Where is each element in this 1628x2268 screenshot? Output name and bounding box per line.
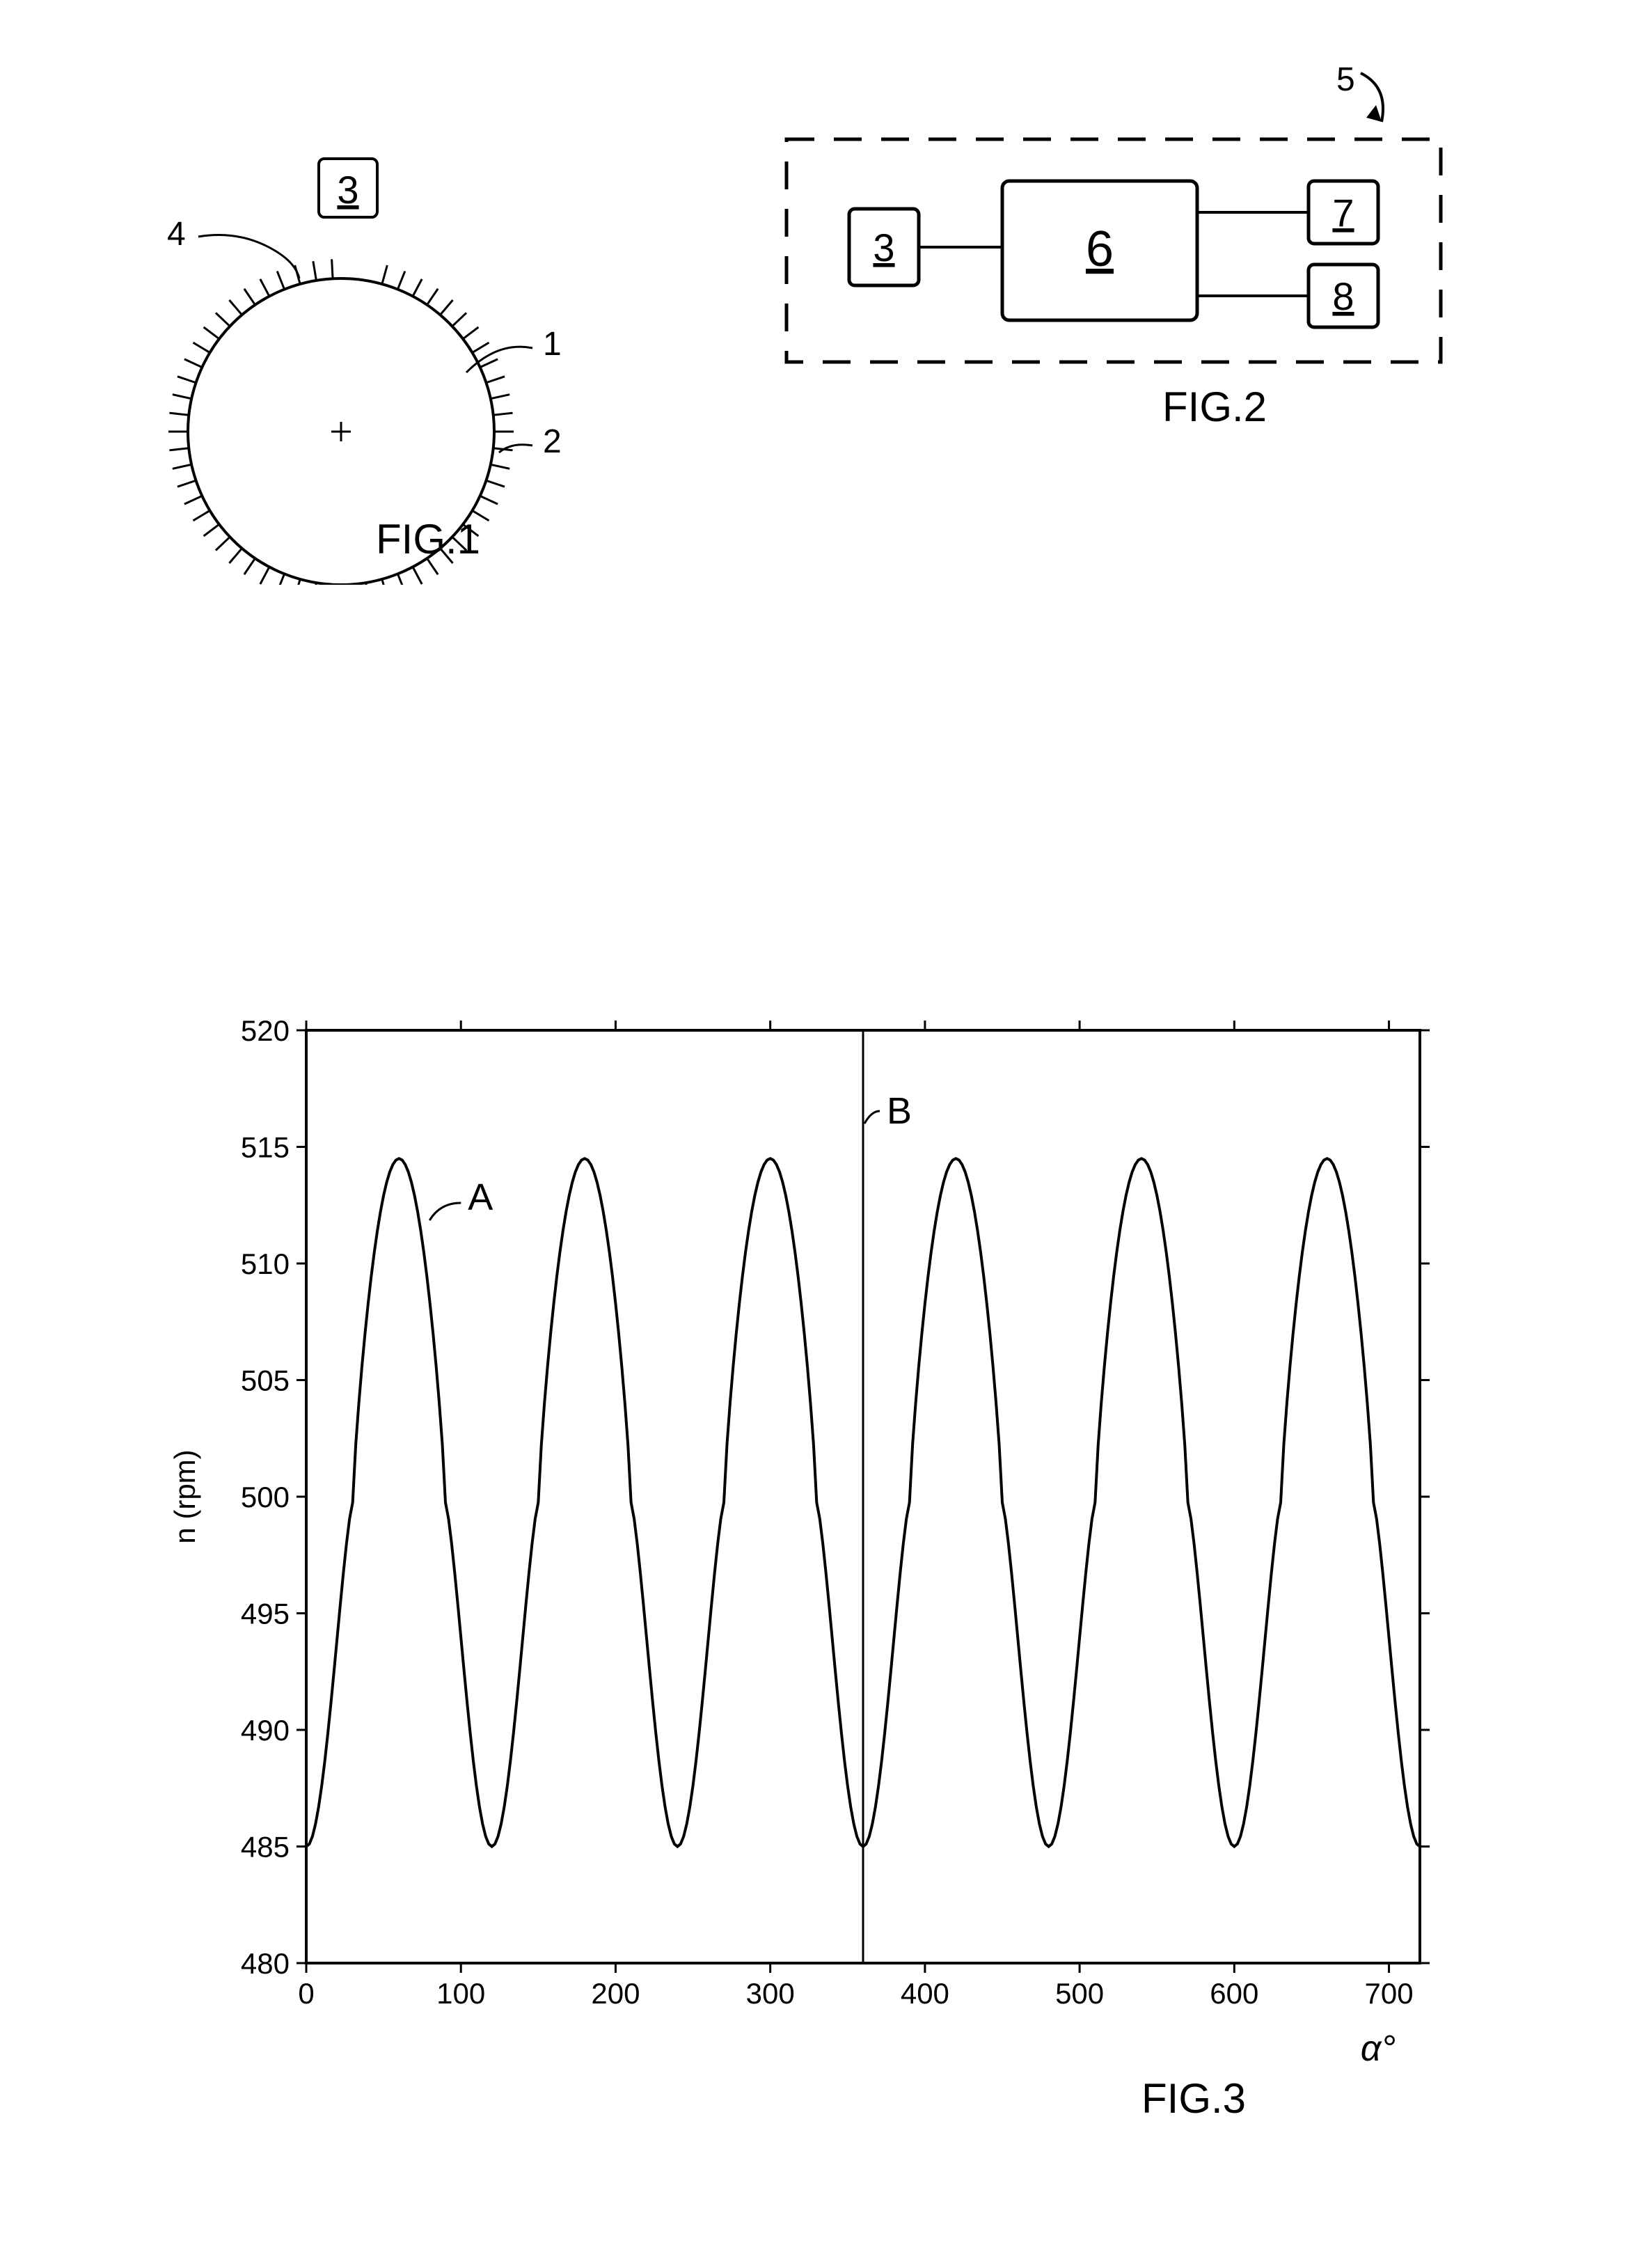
xtick-label: 400 — [901, 1977, 949, 2010]
xtick-label: 600 — [1210, 1977, 1258, 2010]
x-axis-label: α° — [1361, 2029, 1396, 2069]
xtick-label: 300 — [746, 1977, 795, 2010]
encoder-tooth — [486, 480, 505, 487]
block-6-label: 6 — [1086, 221, 1114, 277]
encoder-tooth — [480, 496, 498, 504]
fig3-caption: FIG.3 — [1141, 2074, 1246, 2123]
encoder-tooth — [260, 279, 269, 297]
ytick-label: 505 — [241, 1364, 290, 1397]
encoder-tooth — [427, 289, 438, 305]
ytick-label: 515 — [241, 1131, 290, 1164]
xtick-label: 100 — [436, 1977, 485, 2010]
xtick-label: 700 — [1365, 1977, 1414, 2010]
block-8-label: 8 — [1332, 274, 1354, 318]
encoder-tooth — [184, 359, 202, 368]
ytick-label: 480 — [241, 1947, 290, 1980]
ytick-label: 490 — [241, 1714, 290, 1747]
encoder-tooth — [169, 413, 189, 415]
encoder-tooth — [493, 413, 513, 415]
encoder-tooth — [193, 342, 210, 352]
encoder-tooth — [173, 395, 191, 399]
encoder-tooth — [260, 567, 269, 584]
encoder-tooth — [313, 261, 317, 281]
encoder-tooth — [177, 377, 196, 383]
label-2: 2 — [543, 423, 562, 460]
ytick-label: 520 — [241, 1014, 290, 1047]
encoder-tooth — [184, 496, 202, 504]
encoder-tooth — [169, 448, 189, 450]
xtick-label: 200 — [591, 1977, 640, 2010]
encoder-tooth — [244, 289, 255, 305]
encoder-tooth — [216, 537, 230, 550]
encoder-tooth — [229, 300, 242, 315]
encoder-tooth — [229, 549, 242, 563]
ytick-label: 510 — [241, 1247, 290, 1280]
ytick-label: 495 — [241, 1598, 290, 1630]
encoder-tooth — [193, 510, 210, 520]
encoder-tooth — [173, 464, 191, 468]
fig2-svg: 5 3 6 7 8 — [731, 56, 1496, 418]
encoder-tooth — [277, 574, 284, 585]
label-4: 4 — [167, 216, 186, 253]
fig3-chart: 480 485 490 495 500 505 510 515 520 0 100 200 300 400… — [153, 989, 1476, 2102]
block-3-label: 3 — [873, 226, 894, 269]
label-5: 5 — [1336, 61, 1355, 98]
encoder-tooth — [332, 259, 333, 278]
encoder-tooth — [244, 558, 255, 574]
encoder-tooth — [397, 271, 404, 290]
fig1-svg: 3 4 1 2 — [84, 84, 571, 585]
label-b: B — [887, 1090, 912, 1132]
encoder-tooth — [491, 395, 509, 399]
y-axis-label: n (rpm) — [168, 1449, 201, 1543]
encoder-tooth — [397, 574, 404, 585]
ytick-label: 485 — [241, 1831, 290, 1864]
label-1: 1 — [543, 326, 562, 363]
block-7-label: 7 — [1332, 191, 1354, 235]
figure-3: 480 485 490 495 500 505 510 515 520 0 100 200 300 400… — [153, 989, 1476, 2172]
leader-5-arrow — [1366, 105, 1382, 122]
encoder-tooth — [480, 359, 498, 368]
encoder-tooth — [382, 265, 387, 284]
label-3: 3 — [337, 168, 358, 212]
encoder-tooth — [440, 300, 452, 315]
leader-4 — [198, 235, 299, 279]
encoder-tooth — [452, 313, 466, 326]
encoder-tooth — [463, 327, 478, 339]
ytick-label: 500 — [241, 1481, 290, 1513]
xtick-label: 500 — [1055, 1977, 1104, 2010]
xtick-label: 0 — [298, 1977, 314, 2010]
encoder-tooth — [216, 313, 230, 326]
fig1-caption: FIG.1 — [376, 515, 480, 563]
encoder-tooth — [491, 464, 509, 468]
encoder-tooth — [473, 342, 489, 352]
leader-2 — [499, 445, 532, 452]
encoder-tooth — [204, 524, 219, 536]
encoder-tooth — [295, 579, 300, 585]
figure-2: 5 3 6 7 8 FIG.2 — [731, 56, 1496, 473]
encoder-tooth — [277, 271, 284, 290]
label-a: A — [468, 1176, 493, 1218]
encoder-tooth — [413, 567, 422, 584]
encoder-tooth — [413, 279, 422, 297]
fig2-caption: FIG.2 — [1162, 383, 1267, 431]
encoder-tooth — [486, 377, 505, 383]
encoder-tooth — [382, 579, 387, 585]
figure-1: 3 4 1 2 FIG.1 — [84, 84, 571, 585]
encoder-tooth — [177, 480, 196, 487]
encoder-tooth — [204, 327, 219, 339]
